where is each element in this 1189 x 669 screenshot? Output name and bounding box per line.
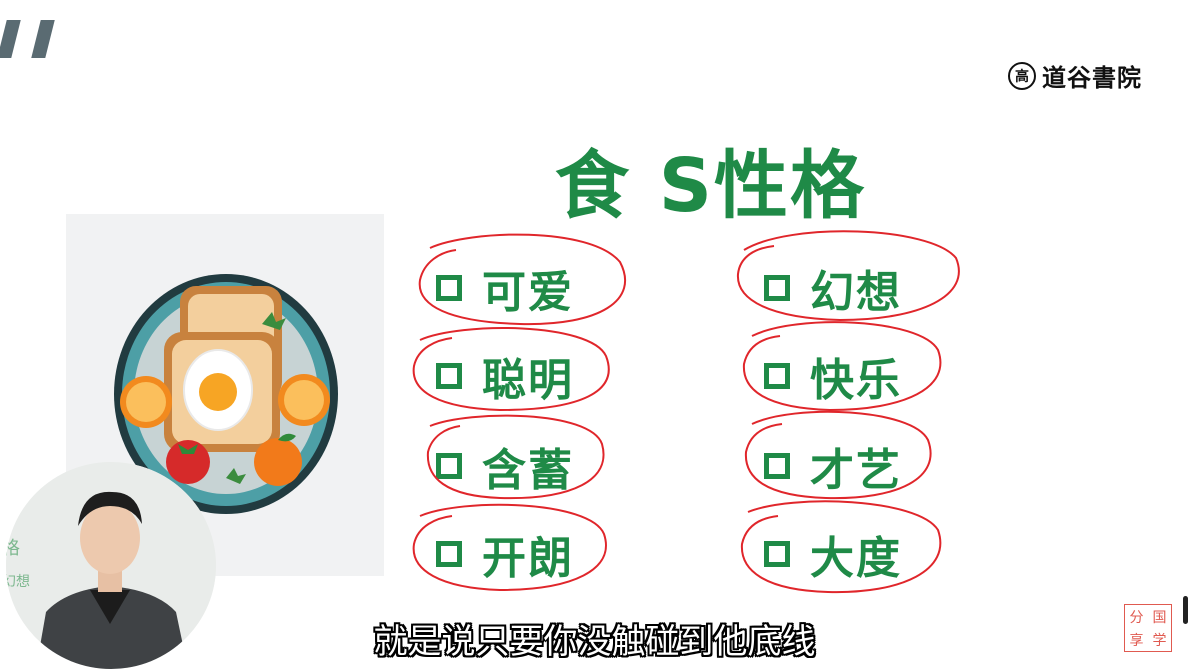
stamp-char: 享: [1129, 632, 1144, 649]
list-item-generous: 大度: [764, 524, 902, 584]
board-text: 格: [6, 538, 20, 559]
list-item-cheerful: 开朗: [436, 524, 574, 584]
brand-name: 道谷書院: [1042, 64, 1142, 92]
corner-decoration-bar-2: [31, 20, 55, 58]
checkbox-icon: [436, 453, 462, 479]
list-item-happy: 快乐: [764, 346, 902, 406]
food-plate-illustration: [114, 274, 338, 514]
item-label: 可爱: [482, 267, 574, 318]
item-label: 开朗: [482, 533, 574, 584]
list-item-reserved: 含蓄: [436, 436, 574, 496]
corner-decoration-bar-1: [0, 20, 21, 58]
slide-title: 食 S性格: [555, 143, 867, 229]
presenter-avatar: 格 幻想: [6, 462, 216, 669]
checkbox-icon: [436, 363, 462, 389]
item-label: 聪明: [482, 355, 574, 406]
list-item-smart: 聪明: [436, 346, 574, 406]
item-label: 幻想: [810, 267, 902, 318]
checkbox-icon: [764, 453, 790, 479]
checkbox-icon: [764, 541, 790, 567]
checkbox-icon: [764, 363, 790, 389]
checkbox-icon: [764, 275, 790, 301]
brand-logo: 高 道谷書院: [1008, 58, 1142, 93]
item-label: 才艺: [810, 445, 902, 496]
presenter-webcam: 格 幻想: [6, 462, 216, 669]
stamp-char: 学: [1152, 632, 1167, 649]
item-label: 快乐: [810, 355, 902, 406]
stamp-char: 国: [1152, 609, 1167, 626]
item-label: 大度: [810, 533, 902, 584]
logo-seal-icon: 高: [1008, 61, 1036, 90]
checkbox-icon: [436, 275, 462, 301]
stamp-char: 分: [1129, 609, 1144, 626]
item-label: 含蓄: [482, 445, 574, 496]
list-item-fantasy: 幻想: [764, 258, 902, 318]
food-illustration-panel: [66, 214, 384, 576]
checkbox-icon: [436, 541, 462, 567]
video-subtitle: 就是说只要你没触碰到他底线: [373, 622, 816, 662]
board-text: 幻想: [6, 574, 30, 590]
list-item-cute: 可爱: [436, 258, 574, 318]
scrollbar-thumb[interactable]: [1183, 596, 1188, 624]
watermark-stamp: 分 国 享 学: [1124, 604, 1172, 652]
list-item-talent: 才艺: [764, 436, 902, 496]
